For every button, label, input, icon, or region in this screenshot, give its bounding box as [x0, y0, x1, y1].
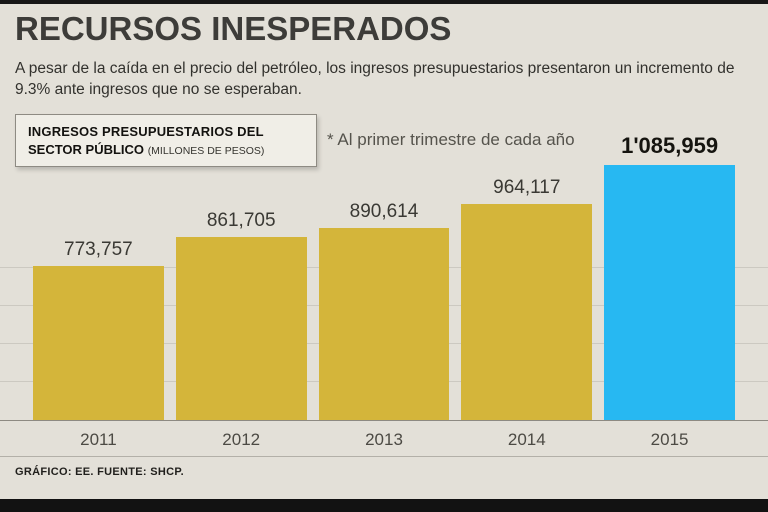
- bar-2013: [318, 228, 450, 420]
- bar-2014: [461, 204, 593, 420]
- chart-units-label: (MILLONES DE PESOS): [147, 145, 265, 157]
- bar-column: 773,757: [33, 239, 164, 420]
- chart-title-line2: SECTOR PÚBLICO (MILLONES DE PESOS): [28, 142, 304, 157]
- year-label: 2011: [80, 430, 117, 449]
- chart-title-box: INGRESOS PRESUPUESTARIOS DEL SECTOR PÚBL…: [15, 114, 317, 167]
- bar-2015: [604, 165, 735, 420]
- footnote-asterisk: * Al primer trimestre de cada año: [327, 130, 575, 149]
- year-label: 2015: [650, 430, 689, 449]
- source-credit: GRÁFICO: EE. FUENTE: SHCP.: [15, 466, 184, 478]
- bar-column: 861,705: [175, 210, 307, 420]
- bar-column: 1'085,959: [604, 133, 735, 420]
- year-label: 2014: [507, 430, 546, 449]
- bottom-border-bar: [0, 499, 768, 512]
- bar-chart-area: 773,757 861,705 890,614 964,117 1'085,959: [0, 120, 768, 420]
- chart-title-bold: SECTOR PÚBLICO: [28, 142, 145, 157]
- bar-value-label: 1'085,959: [621, 133, 719, 158]
- bar-2011: [33, 266, 164, 420]
- page-subtitle: A pesar de la caída en el precio del pet…: [15, 60, 735, 99]
- bar-value-label: 964,117: [493, 177, 561, 198]
- x-axis: 2011 2012 2013 2014 2015: [0, 420, 768, 450]
- bar-value-label: 861,705: [206, 210, 276, 231]
- bar-column: 964,117: [461, 177, 593, 420]
- bar-2012: [175, 237, 307, 420]
- bar-value-label: 773,757: [64, 239, 133, 260]
- bar-column: 890,614: [318, 201, 450, 420]
- top-border-bar: [0, 0, 768, 4]
- year-label: 2012: [222, 430, 261, 449]
- footer-divider: [0, 456, 768, 457]
- year-label: 2013: [365, 430, 403, 449]
- bar-value-label: 890,614: [349, 201, 419, 222]
- chart-title-line1: INGRESOS PRESUPUESTARIOS DEL: [28, 124, 264, 139]
- bar-chart: 773,757 861,705 890,614 964,117 1'085,959: [0, 133, 768, 420]
- page-title: RECURSOS INESPERADOS: [15, 10, 452, 47]
